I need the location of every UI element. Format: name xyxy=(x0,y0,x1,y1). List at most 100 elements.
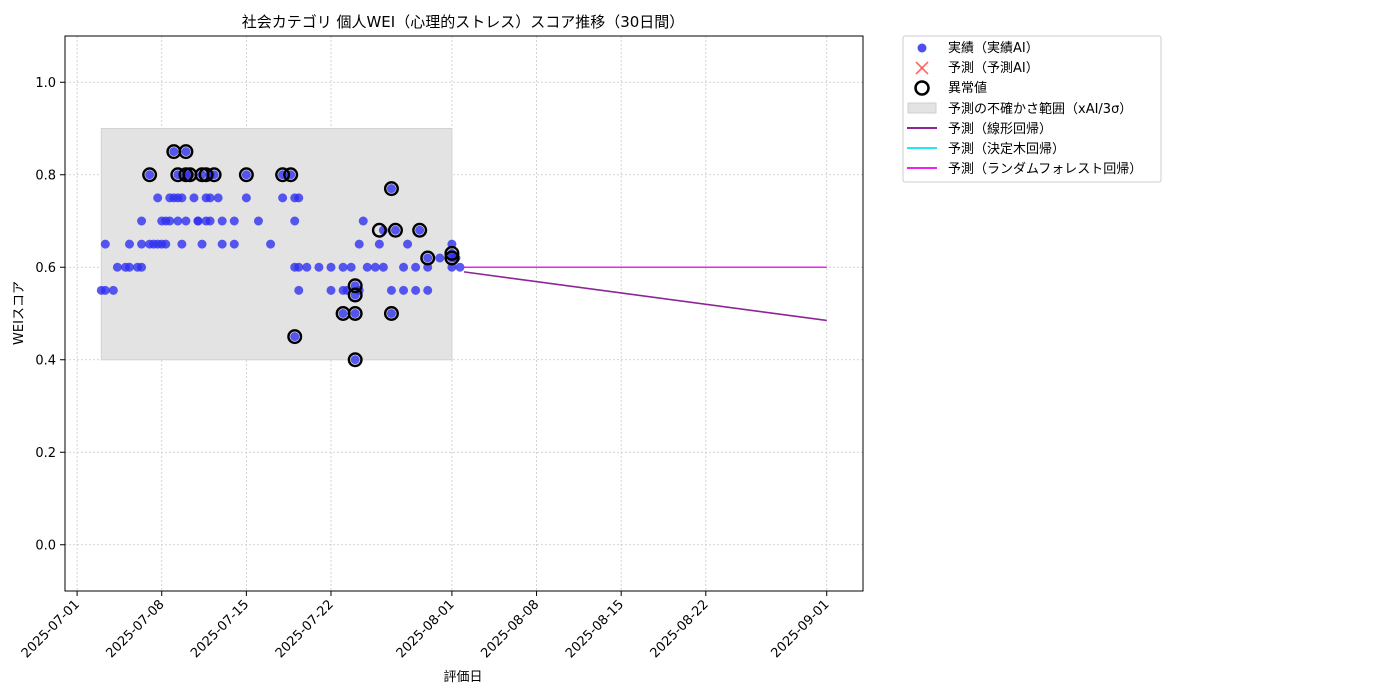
actual-point xyxy=(294,193,304,203)
y-tick-label: 0.4 xyxy=(35,353,56,368)
x-tick-label: 2025-07-22 xyxy=(273,597,337,661)
actual-point xyxy=(386,184,396,194)
actual-point xyxy=(362,262,372,272)
uncertainty-band-layer xyxy=(100,128,453,361)
actual-point xyxy=(193,216,203,226)
anomaly-marker xyxy=(347,306,363,322)
actual-point xyxy=(326,262,336,272)
actual-point xyxy=(108,285,118,295)
anomaly-marker xyxy=(347,352,363,368)
actual-point xyxy=(350,355,360,365)
actual-point xyxy=(390,225,400,235)
actual-point xyxy=(229,239,239,249)
anomaly-marker xyxy=(383,181,399,197)
anomaly-marker xyxy=(420,250,436,266)
x-tick-label: 2025-09-01 xyxy=(769,597,833,661)
actual-point xyxy=(338,262,348,272)
actual-point xyxy=(411,285,421,295)
actual-point xyxy=(403,239,413,249)
actual-point xyxy=(153,193,163,203)
prediction-lines-layer xyxy=(463,266,827,322)
actual-point xyxy=(415,225,425,235)
actual-point xyxy=(181,147,191,157)
actual-point xyxy=(137,262,147,272)
x-tick-label: 2025-07-01 xyxy=(19,597,83,661)
actual-point xyxy=(411,262,421,272)
actual-point xyxy=(137,239,147,249)
actual-point xyxy=(241,170,251,180)
anomaly-marker xyxy=(206,167,222,183)
actual-point xyxy=(354,239,364,249)
anomaly-marker xyxy=(198,167,214,183)
anomaly-marker xyxy=(178,144,194,160)
y-tick-label: 0.2 xyxy=(35,446,56,461)
actual-point xyxy=(326,285,336,295)
actual-point xyxy=(338,309,348,318)
actual-point xyxy=(253,216,263,226)
actual-point xyxy=(399,285,409,295)
actual-point xyxy=(358,216,368,226)
y-axis-label: WEIスコア xyxy=(12,281,27,345)
anomaly-marker xyxy=(287,329,303,345)
plot-frame xyxy=(64,35,864,592)
actual-point xyxy=(241,193,251,203)
actual-point xyxy=(378,262,388,272)
legend-anomaly-label: 異常値 xyxy=(948,80,987,96)
anomaly-markers-layer xyxy=(142,144,460,368)
legend-predicted-marker xyxy=(915,61,929,75)
actual-point xyxy=(346,262,356,272)
actual-point xyxy=(189,193,199,203)
actual-point xyxy=(181,216,191,226)
anomaly-marker xyxy=(142,167,158,183)
anomaly-marker xyxy=(387,222,403,238)
legend-band-swatch xyxy=(907,102,937,114)
actual-point xyxy=(217,239,227,249)
actual-point xyxy=(302,262,312,272)
legend-predicted-label: 予測（予測AI） xyxy=(948,61,1039,76)
actual-point xyxy=(205,216,215,226)
anomaly-marker xyxy=(412,222,428,238)
actual-point xyxy=(294,262,304,272)
actual-point xyxy=(435,253,445,263)
actual-point xyxy=(161,239,171,249)
actual-point xyxy=(177,239,187,249)
actual-point xyxy=(290,332,300,342)
actual-point xyxy=(294,285,304,295)
legend-frame xyxy=(902,35,1162,183)
x-tick-label: 2025-08-15 xyxy=(563,597,627,661)
y-axis: 0.0 0.2 0.4 0.6 0.8 1.0 xyxy=(35,76,65,553)
actual-point xyxy=(455,262,465,272)
actual-point xyxy=(423,253,433,263)
x-tick-label: 2025-08-08 xyxy=(478,597,542,661)
actual-point xyxy=(350,309,360,318)
anomaly-marker xyxy=(371,222,387,238)
x-axis-label: 評価日 xyxy=(443,670,482,685)
actual-point xyxy=(229,216,239,226)
anomaly-marker xyxy=(238,167,254,183)
x-tick-label: 2025-07-08 xyxy=(104,597,168,661)
linear-regression-line xyxy=(463,271,827,322)
actual-point xyxy=(370,262,380,272)
x-tick-label: 2025-08-22 xyxy=(648,597,712,661)
actual-point xyxy=(124,239,134,249)
y-tick-label: 0.8 xyxy=(35,168,56,183)
y-tick-label: 1.0 xyxy=(35,76,56,91)
actual-point xyxy=(205,193,215,203)
actual-point xyxy=(124,262,134,272)
actual-point xyxy=(213,193,223,203)
legend-actual-label: 実績（実績AI） xyxy=(948,40,1039,56)
y-tick-label: 0.0 xyxy=(35,538,56,553)
legend-actual-marker xyxy=(917,43,927,53)
legend-forest-label: 予測（ランダムフォレスト回帰） xyxy=(948,161,1142,177)
anomaly-marker xyxy=(383,306,399,322)
legend-band-label: 予測の不確かさ範囲（xAI/3σ） xyxy=(948,101,1132,117)
actual-point xyxy=(173,216,183,226)
actual-point xyxy=(266,239,276,249)
legend-anomaly-marker xyxy=(914,80,930,96)
actual-point xyxy=(314,262,324,272)
anomaly-marker xyxy=(444,250,460,266)
actual-point xyxy=(100,239,110,249)
anomaly-marker xyxy=(347,278,363,294)
